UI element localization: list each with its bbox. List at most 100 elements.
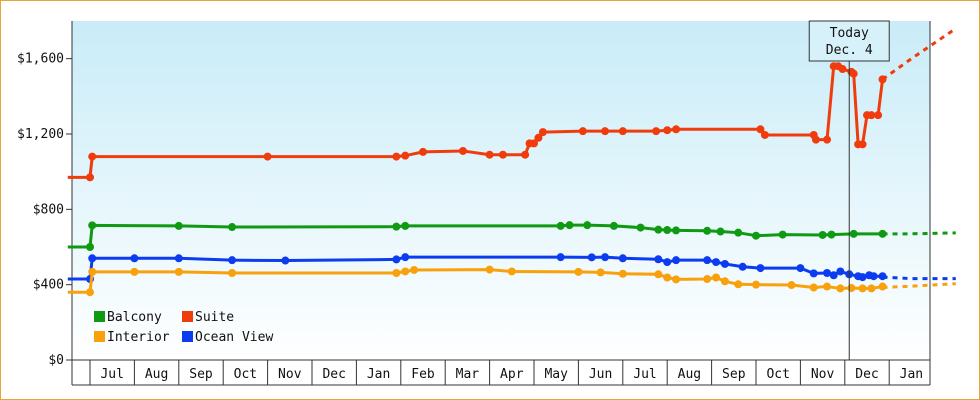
data-point[interactable] [849, 229, 858, 238]
data-point[interactable] [88, 267, 97, 276]
data-point[interactable] [672, 256, 681, 265]
data-point[interactable] [720, 259, 729, 268]
data-point[interactable] [485, 265, 494, 274]
data-point[interactable] [760, 130, 769, 139]
data-point[interactable] [88, 254, 97, 263]
data-point[interactable] [867, 284, 876, 293]
data-point[interactable] [392, 255, 401, 264]
data-point[interactable] [601, 253, 610, 262]
data-point[interactable] [811, 135, 820, 144]
data-point[interactable] [174, 254, 183, 263]
data-point[interactable] [401, 253, 410, 262]
data-point[interactable] [458, 146, 467, 155]
data-point[interactable] [752, 280, 760, 289]
data-point[interactable] [583, 221, 592, 230]
data-point[interactable] [663, 126, 672, 135]
data-point[interactable] [836, 267, 845, 276]
data-point[interactable] [672, 275, 681, 284]
legend-item[interactable]: Balcony [94, 310, 162, 325]
data-point[interactable] [734, 228, 743, 237]
data-point[interactable] [556, 221, 565, 230]
data-point[interactable] [392, 152, 401, 161]
data-point[interactable] [401, 267, 410, 276]
legend-item[interactable]: Interior [94, 330, 170, 345]
data-point[interactable] [538, 128, 547, 137]
data-point[interactable] [401, 151, 410, 160]
data-point[interactable] [130, 267, 139, 276]
data-point[interactable] [858, 273, 867, 282]
data-point[interactable] [752, 231, 760, 240]
data-point[interactable] [858, 284, 867, 293]
data-point[interactable] [587, 253, 596, 262]
data-point[interactable] [392, 222, 401, 231]
data-point[interactable] [534, 133, 543, 142]
data-point[interactable] [849, 69, 858, 78]
data-point[interactable] [410, 265, 419, 274]
data-point[interactable] [565, 221, 574, 230]
data-point[interactable] [809, 283, 818, 292]
data-point[interactable] [596, 268, 605, 277]
data-point[interactable] [507, 267, 516, 276]
data-point[interactable] [578, 127, 587, 136]
data-point[interactable] [652, 127, 661, 136]
data-point[interactable] [636, 223, 645, 232]
data-point[interactable] [756, 125, 765, 134]
data-point[interactable] [654, 255, 663, 264]
legend-item[interactable]: Ocean View [182, 330, 273, 345]
data-point[interactable] [716, 227, 725, 236]
data-point[interactable] [787, 281, 796, 290]
legend-item[interactable]: Suite [182, 310, 234, 325]
data-point[interactable] [712, 273, 721, 282]
data-point[interactable] [663, 273, 672, 282]
data-point[interactable] [838, 65, 847, 74]
data-point[interactable] [836, 284, 845, 293]
data-point[interactable] [654, 225, 663, 234]
data-point[interactable] [521, 150, 530, 159]
data-point[interactable] [281, 256, 290, 265]
data-point[interactable] [829, 271, 838, 280]
data-point[interactable] [419, 147, 427, 156]
data-point[interactable] [618, 269, 627, 278]
data-point[interactable] [823, 282, 832, 291]
data-point[interactable] [703, 275, 712, 284]
data-point[interactable] [703, 256, 712, 265]
data-point[interactable] [88, 221, 97, 230]
data-point[interactable] [174, 221, 183, 230]
data-point[interactable] [618, 254, 627, 263]
data-point[interactable] [130, 254, 139, 263]
data-point[interactable] [601, 127, 610, 136]
data-point[interactable] [796, 264, 805, 273]
data-point[interactable] [672, 125, 681, 134]
data-point[interactable] [712, 258, 721, 267]
data-point[interactable] [574, 267, 583, 276]
data-point[interactable] [86, 288, 94, 297]
data-point[interactable] [720, 277, 729, 286]
data-point[interactable] [672, 226, 681, 235]
data-point[interactable] [703, 226, 712, 235]
data-point[interactable] [738, 262, 747, 271]
data-point[interactable] [756, 264, 765, 273]
data-point[interactable] [174, 267, 183, 276]
data-point[interactable] [530, 139, 538, 148]
data-point[interactable] [556, 253, 565, 262]
data-point[interactable] [823, 135, 832, 144]
data-point[interactable] [818, 230, 827, 239]
data-point[interactable] [663, 258, 672, 267]
data-point[interactable] [485, 150, 494, 159]
data-point[interactable] [874, 111, 883, 120]
data-point[interactable] [778, 230, 787, 239]
data-point[interactable] [663, 226, 672, 235]
data-point[interactable] [847, 284, 856, 293]
data-point[interactable] [867, 111, 876, 120]
data-point[interactable] [618, 127, 627, 136]
data-point[interactable] [88, 152, 97, 161]
data-point[interactable] [263, 152, 272, 161]
data-point[interactable] [401, 221, 410, 230]
data-point[interactable] [228, 223, 237, 232]
data-point[interactable] [228, 256, 237, 265]
data-point[interactable] [86, 243, 94, 251]
data-point[interactable] [809, 269, 818, 278]
data-point[interactable] [823, 268, 832, 277]
data-point[interactable] [858, 140, 867, 149]
data-point[interactable] [228, 268, 237, 277]
